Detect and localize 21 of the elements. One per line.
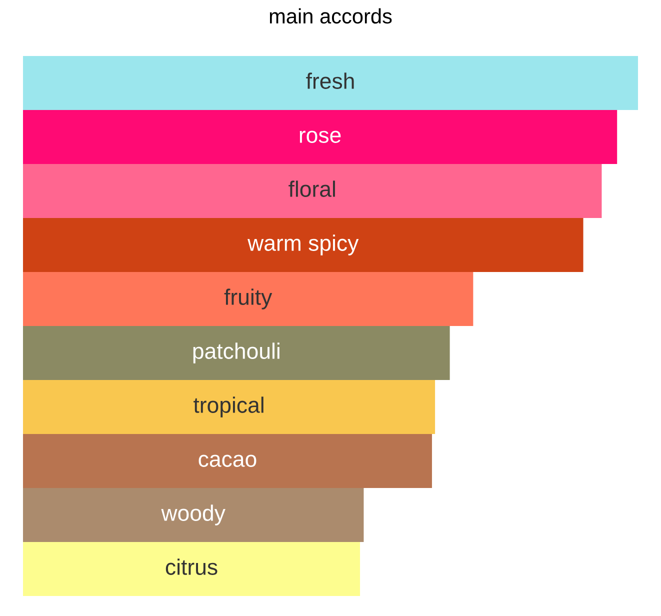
bar bbox=[23, 218, 584, 272]
chart-title: main accords bbox=[270, 8, 392, 24]
bar bbox=[23, 110, 618, 164]
y-tick-label: rose bbox=[300, 130, 341, 143]
bar bbox=[23, 272, 474, 326]
bar bbox=[23, 434, 432, 488]
bar bbox=[23, 164, 602, 218]
y-tick-label: cacao bbox=[198, 454, 256, 467]
y-tick-label: floral bbox=[288, 180, 335, 197]
y-tick-label: patchouli bbox=[193, 342, 280, 364]
bar bbox=[23, 380, 436, 434]
y-tick-label: fruity bbox=[224, 288, 272, 310]
y-tick-label: citrus bbox=[166, 558, 218, 575]
y-tick-label: fresh bbox=[306, 72, 354, 89]
bar bbox=[23, 488, 364, 542]
y-tick-label: woody bbox=[161, 504, 226, 526]
y-tick-label: tropical bbox=[194, 396, 264, 418]
bar bbox=[23, 542, 360, 596]
bar bbox=[23, 56, 638, 110]
y-tick-label: warm spicy bbox=[248, 234, 359, 256]
bar bbox=[23, 326, 450, 380]
